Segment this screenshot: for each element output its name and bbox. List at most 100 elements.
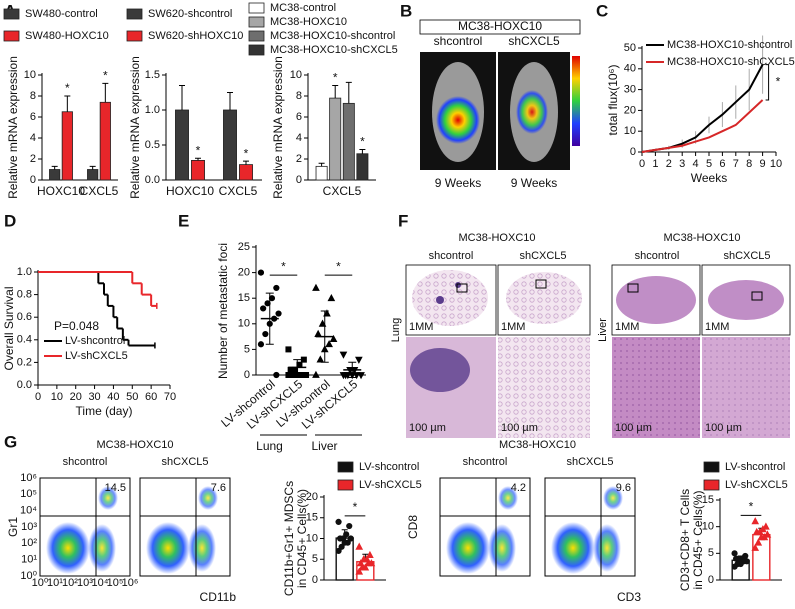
significance: * [196, 143, 201, 157]
data-point [359, 554, 368, 563]
data-point [352, 372, 361, 380]
scale-label: 100 µm [501, 422, 538, 434]
y-axis-label: CD11b+Gr1+ MDSCs [282, 481, 296, 596]
bar [329, 97, 342, 181]
significance: * [336, 259, 341, 273]
data-point [318, 319, 327, 327]
data-point [287, 366, 294, 373]
scale-label: 100 µm [409, 422, 446, 434]
error-bar [227, 92, 233, 110]
y-tick-label: 10 [238, 318, 250, 330]
significance: * [103, 69, 108, 83]
error-bar [320, 310, 329, 363]
data-point [732, 555, 740, 562]
quadrant-percentage: 9.6 [616, 482, 631, 494]
legend-label: SW480-control [25, 8, 98, 20]
flow-tick-label: 10⁶ [20, 472, 37, 484]
flow-cloud [46, 522, 90, 574]
data-point [355, 567, 364, 575]
data-point [260, 305, 267, 312]
legend-swatch [703, 461, 720, 473]
error-bar [179, 85, 185, 110]
y-tick-label: 0 [630, 146, 636, 158]
flow-tick-label: 10⁴ [20, 505, 37, 517]
data-point [300, 372, 307, 378]
x-tick-label: 1 [652, 158, 658, 170]
significance: * [353, 500, 358, 514]
y-axis-label: Number of metastatic foci [216, 243, 230, 379]
flow-tick-label: 10⁵ [107, 577, 124, 589]
y-tick-label: 10 [624, 125, 636, 137]
data-point [763, 530, 772, 538]
y-tick-label: 0 [708, 574, 714, 586]
error-bar [345, 81, 352, 104]
data-point [323, 309, 331, 317]
flow-cloud [88, 524, 116, 572]
significance: * [333, 71, 338, 85]
x-tick-label: 3 [679, 158, 685, 170]
flow-group: shCXCL5 [566, 456, 613, 468]
y-axis-label: Relative mRNA expression [128, 56, 142, 199]
flow-title: MC38-HOXC10 [499, 439, 576, 451]
x-axis-label: Weeks [691, 171, 727, 185]
y-tick-label: 0.0 [17, 379, 32, 391]
panel-label: C [596, 1, 608, 20]
legend-label: MC38-control [270, 2, 336, 14]
data-point [257, 341, 265, 348]
flow-cloud [98, 486, 118, 510]
y-tick-label: 25 [238, 241, 250, 253]
x-tick-label: HOXC10 [37, 184, 85, 198]
data-point [355, 542, 364, 550]
x-tick-label: 60 [145, 391, 157, 403]
bar [87, 169, 99, 181]
bar [356, 153, 369, 181]
y-tick-label: 5 [312, 553, 318, 565]
bar [223, 109, 237, 181]
panel-label: G [4, 432, 17, 451]
y-tick-label: 8 [30, 90, 36, 102]
data-point [754, 538, 763, 546]
flow-tick-label: 10¹ [47, 577, 63, 589]
y-axis-label: Overall Survival [2, 286, 16, 370]
data-point [285, 346, 292, 353]
error-bar [318, 162, 325, 167]
quadrant-percentage: 7.6 [211, 482, 226, 494]
legend-swatch [126, 30, 143, 42]
panel-label: D [4, 211, 16, 230]
data-point [262, 330, 269, 338]
histology-group: shCXCL5 [723, 250, 770, 262]
error-bar [265, 292, 274, 345]
x-tick-label: 20 [70, 391, 82, 403]
flow-cloud [146, 522, 190, 574]
x-tick-label: 6 [719, 158, 725, 170]
x-tick-label: 8 [746, 158, 752, 170]
x-tick-label: 30 [88, 391, 100, 403]
significance: * [749, 500, 754, 514]
x-tick-label: 10 [51, 391, 63, 403]
data-point [343, 531, 350, 538]
y-axis-label: Relative mRNA expression [6, 56, 20, 199]
x-tick-label: 2 [666, 158, 672, 170]
legend-label: LV-shCXCL5 [65, 350, 128, 362]
imaging-photos [419, 19, 581, 170]
legend-label: LV-shcontrol [725, 461, 785, 473]
data-point [347, 535, 354, 542]
flow-group: shCXCL5 [161, 456, 208, 468]
error-bar [332, 85, 339, 99]
scale-label: 100 µm [705, 422, 742, 434]
flow-y-label: Gr1 [6, 517, 20, 537]
group-label: Lung [256, 439, 283, 453]
legend-label: MC38-HOXC10-shCXCL5 [667, 56, 795, 68]
legend-label: SW620-shcontrol [148, 8, 232, 20]
x-tick-label: CXCL5 [323, 184, 362, 198]
data-point [273, 371, 280, 379]
imaging-group: shCXCL5 [508, 34, 560, 48]
histology-tissue: Liver [597, 318, 609, 342]
bar [99, 101, 111, 181]
data-point [751, 543, 760, 551]
significance: * [360, 135, 365, 149]
data-point [344, 372, 352, 380]
error-bar [359, 149, 366, 154]
data-point [325, 340, 333, 348]
